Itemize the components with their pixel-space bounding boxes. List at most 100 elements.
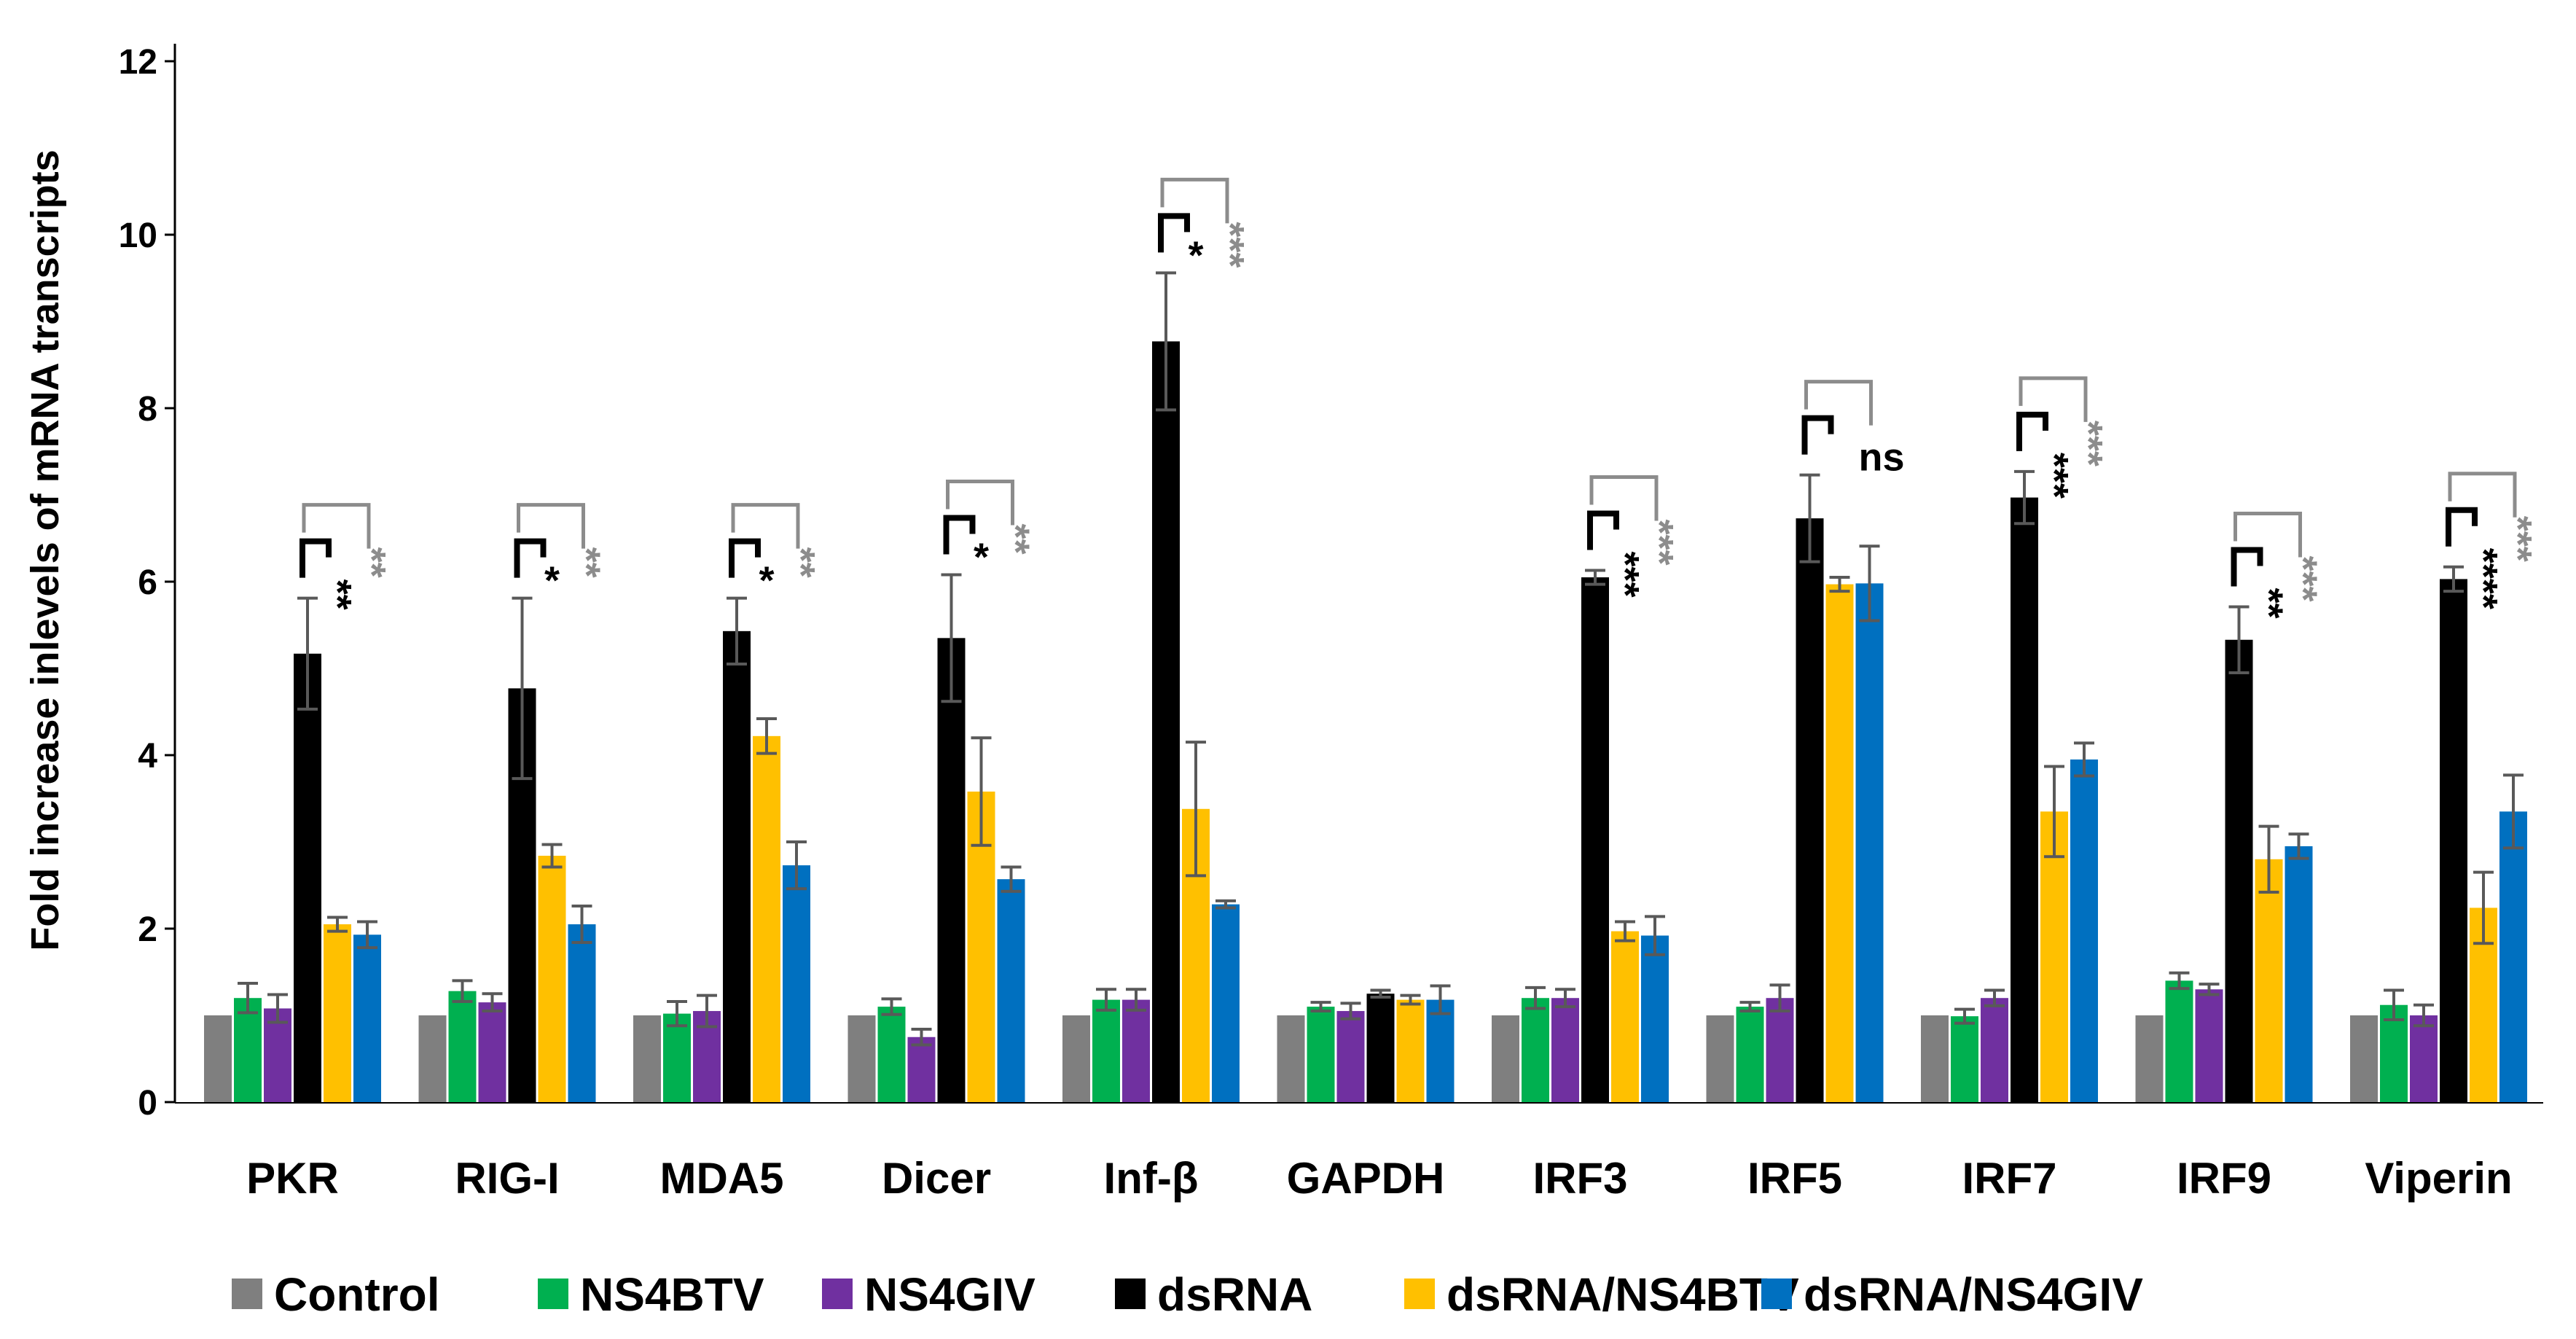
legend-label: Control [274,1268,440,1321]
significance-label-black: *** [1603,552,1647,598]
y-tick-label: 4 [138,737,157,776]
error-bar-ns4giv-irf5 [1769,983,1790,1013]
error-bar-dsrna-ns4btv-irf3 [1615,920,1635,942]
bracket-dsrna-vs-ns4giv [302,503,371,549]
bracket-dsrna-vs-ns4btv [2446,507,2478,547]
bar-dsrna-dicer [937,638,966,1102]
error-bar-ns4giv-pkr [267,993,288,1024]
legend: Control NS4BTV NS4GIV dsRNA dsRNA/NS4BTV dsRN… [232,1268,2143,1321]
bar-control-pkr [204,1015,232,1102]
y-tick-label: 8 [138,390,157,429]
bar-dsrna-ns4btv-irf9 [2255,859,2283,1102]
legend-label: dsRNA/NS4GIV [1804,1268,2143,1321]
bar-ns4btv-inf [1092,999,1120,1102]
significance-pkr: **** [300,503,394,610]
significance-mda5: * ** [729,503,823,603]
bracket-dsrna-vs-ns4btv [729,538,761,578]
bar-ns4giv-dicer [907,1037,936,1102]
legend-label: dsRNA [1157,1268,1312,1321]
error-bar-ns4btv-inf [1096,988,1116,1012]
bar-ns4giv-gapdh [1336,1011,1365,1102]
bar-ns4giv-irf3 [1551,998,1579,1102]
legend-swatch [232,1279,262,1309]
category-label-irf7: IRF7 [1962,1154,2056,1203]
legend-item-dsrna: dsRNA [1115,1268,1312,1321]
significance-label-black: ** [2247,588,2291,619]
error-bar-ns4btv-dicer [881,997,902,1016]
error-bar-dsrna-ns4btv-dicer [971,736,992,847]
error-bar-dsrna-ns4giv-irf9 [2288,832,2309,860]
error-bars [238,271,2524,1047]
bracket-dsrna-vs-ns4btv [1801,415,1834,455]
bar-ns4giv-inf [1122,999,1150,1102]
significance-label-black: **** [2462,548,2505,609]
significance-irf9: ***** [2231,512,2325,619]
bar-dsrna-ns4btv-rig-i [538,856,566,1102]
legend-item-control: Control [232,1268,440,1321]
error-bar-ns4giv-inf [1126,988,1146,1012]
legend-label: dsRNA/NS4BTV [1446,1268,1799,1321]
error-bar-ns4btv-mda5 [667,999,687,1028]
bar-dsrna-ns4btv-irf5 [1825,584,1854,1102]
x-axis: PKR RIG-I MDA5 Dicer Inf-β GAPDH IRF3 IRF5 IRF7 I… [175,1102,2543,1203]
significance-label-black: * [1188,233,1203,277]
error-bar-ns4btv-irf5 [1739,1001,1761,1013]
bar-dsrna-ns4giv-dicer [997,879,1025,1102]
category-label-irf9: IRF9 [2177,1154,2271,1203]
error-bar-dsrna-ns4btv-irf5 [1829,576,1850,593]
bar-ns4giv-irf9 [2195,989,2223,1102]
bar-control-rig-i [418,1015,447,1102]
significance-irf3: ****** [1587,475,1681,598]
significance-inf: * *** [1158,177,1252,277]
bracket-dsrna-vs-ns4btv [1158,213,1190,253]
bar-control-gapdh [1277,1015,1305,1102]
bar-dsrna-ns4giv-inf [1212,904,1240,1102]
error-bar-dsrna-ns4giv-irf7 [2074,741,2094,778]
error-bar-dsrna-ns4giv-irf5 [1859,544,1880,622]
bar-dsrna-irf9 [2225,639,2253,1102]
error-bar-dsrna-ns4giv-pkr [357,920,377,950]
legend-item-dsrna-ns4giv: dsRNA/NS4GIV [1761,1268,2143,1321]
bar-ns4btv-gapdh [1307,1007,1335,1102]
bracket-dsrna-vs-ns4btv [1587,510,1619,550]
error-bar-ns4btv-irf3 [1525,985,1546,1010]
significance-label-gray: ** [350,547,394,578]
category-label-irf3: IRF3 [1532,1154,1627,1203]
bracket-dsrna-vs-ns4giv [517,503,585,549]
bracket-dsrna-vs-ns4giv [2019,376,2088,422]
error-bar-dsrna-irf3 [1585,569,1605,586]
bar-dsrna-pkr [294,653,321,1102]
significance-label-gray: *** [1208,222,1252,268]
significance-label-gray: ** [994,523,1038,554]
bracket-dsrna-vs-ns4btv [2231,547,2263,587]
bar-dsrna-ns4giv-irf7 [2070,759,2098,1102]
y-axis: 0 2 4 6 8 10 12 [119,43,176,1123]
significance-label-black: ** [316,579,359,610]
bar-ns4btv-dicer [877,1007,906,1102]
bar-dsrna-inf [1152,341,1180,1102]
error-bar-dsrna-ns4giv-gapdh [1430,984,1451,1015]
bar-control-viperin [2350,1015,2378,1102]
error-bar-ns4giv-rig-i [482,992,503,1013]
significance-label-gray: *** [2496,516,2540,562]
bracket-dsrna-vs-ns4giv [731,503,800,549]
significance-label-gray: ** [565,547,608,578]
error-bar-dsrna-ns4btv-pkr [327,916,348,933]
category-label-dicer: Dicer [882,1154,991,1203]
error-bar-dsrna-ns4giv-inf [1215,899,1236,910]
error-bar-dsrna-rig-i [512,596,533,781]
significance-rig-i: * ** [514,503,608,603]
bar-ns4btv-irf7 [1951,1016,1978,1102]
error-bar-ns4btv-gapdh [1310,1001,1331,1013]
error-bar-ns4btv-rig-i [452,979,473,1003]
category-label-viperin: Viperin [2365,1154,2512,1203]
significance-label-gray: *** [2067,421,2110,466]
error-bar-ns4btv-pkr [238,981,258,1015]
legend-item-ns4giv: NS4GIV [822,1268,1036,1321]
error-bar-dsrna-pkr [297,596,318,711]
error-bar-dsrna-ns4giv-rig-i [571,905,592,945]
y-tick-label: 6 [138,563,157,602]
bar-dsrna-ns4giv-rig-i [568,924,596,1102]
error-bar-dsrna-viperin [2443,565,2464,593]
